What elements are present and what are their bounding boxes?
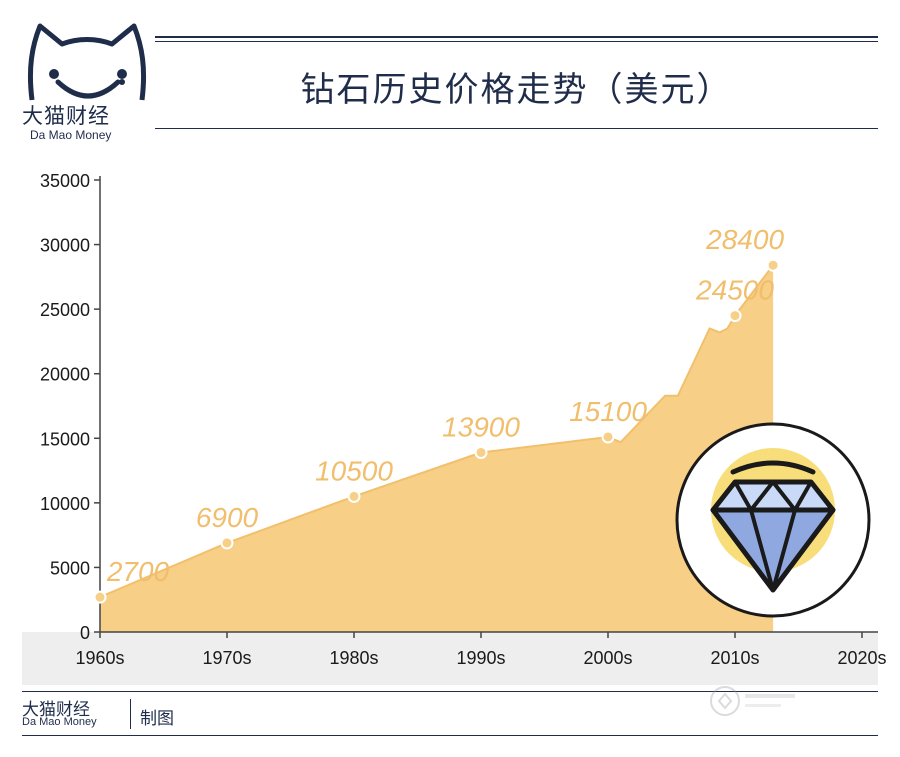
data-label: 6900 <box>196 502 259 533</box>
y-tick-label: 25000 <box>40 300 90 320</box>
footer-brand-en: Da Mao Money <box>22 716 97 728</box>
watermark-icon <box>710 686 795 716</box>
data-label: 2700 <box>106 556 170 587</box>
x-tick-label: 1970s <box>202 648 251 668</box>
x-tick-label: 2020s <box>837 648 886 668</box>
y-tick-label: 5000 <box>50 558 90 578</box>
price-chart: 0 5000 10000 15000 20000 25000 30000 35000 1960s… <box>22 171 887 685</box>
x-tick-label: 2000s <box>583 648 632 668</box>
data-label: 28400 <box>705 224 784 255</box>
x-tick-label: 1960s <box>75 648 124 668</box>
cat-logo-icon <box>27 23 147 101</box>
data-label: 24500 <box>695 275 774 306</box>
data-point <box>474 445 488 459</box>
data-label: 13900 <box>442 411 520 442</box>
header-rule <box>155 36 878 38</box>
data-point <box>220 536 234 550</box>
y-tick-label: 15000 <box>40 429 90 449</box>
title-underline <box>155 128 878 129</box>
y-tick-label: 35000 <box>40 171 90 191</box>
footer-rule <box>22 691 878 692</box>
data-point <box>93 590 107 604</box>
footer-rule-bottom <box>22 735 878 736</box>
x-tick-label: 2010s <box>710 648 759 668</box>
footer-separator <box>130 699 131 729</box>
y-tick-label: 30000 <box>40 236 90 256</box>
y-tick-label: 0 <box>80 623 90 643</box>
data-point <box>601 430 615 444</box>
footer-made-by: 制图 <box>140 709 174 729</box>
chart-title: 钻石历史价格走势（美元） <box>300 70 733 110</box>
data-point <box>347 489 361 503</box>
price-area <box>100 265 774 632</box>
x-axis-band <box>22 632 878 685</box>
footer-brand-zh: 大猫财经 <box>22 700 90 720</box>
data-point <box>766 258 780 272</box>
diamond-badge-icon <box>675 422 871 618</box>
header-rule-thin <box>155 41 878 42</box>
y-tick-label: 20000 <box>40 365 90 385</box>
data-label: 10500 <box>315 455 393 486</box>
data-label: 15100 <box>569 396 647 427</box>
brand-name-zh: 大猫财经 <box>22 104 110 128</box>
y-tick-label: 10000 <box>40 494 90 514</box>
x-tick-label: 1980s <box>329 648 378 668</box>
data-point <box>728 309 742 323</box>
x-tick-label: 1990s <box>456 648 505 668</box>
brand-name-en: Da Mao Money <box>30 128 112 142</box>
